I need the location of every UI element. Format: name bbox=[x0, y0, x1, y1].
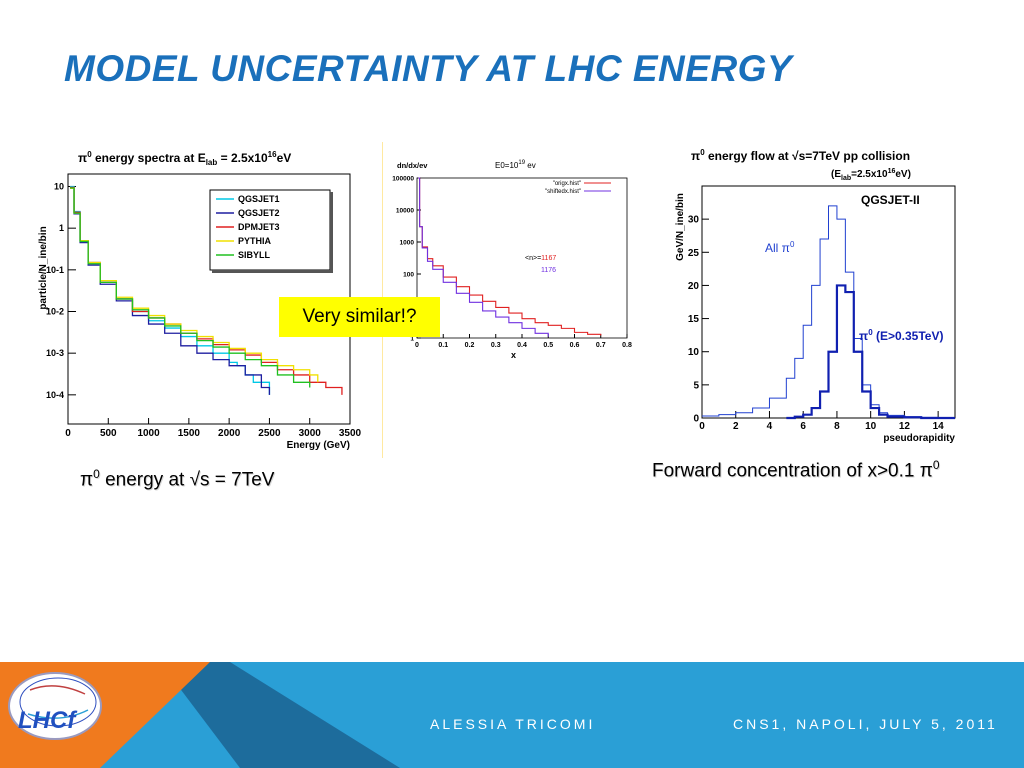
chart1-legend-label: PYTHIA bbox=[238, 236, 272, 246]
chart2-xtick-label: 0 bbox=[415, 342, 419, 349]
chart1-legend bbox=[209, 189, 331, 271]
chart1-title: π0 energy spectra at Elab = 2.5x1016eV bbox=[78, 150, 291, 167]
chart3-xtick-label: 4 bbox=[767, 421, 773, 432]
chart1-ytick-label: 10 bbox=[54, 182, 64, 192]
chart2-annotation: <n>=1167 bbox=[525, 255, 556, 262]
chart2-series-1 bbox=[418, 177, 549, 337]
footer-dark-stripe bbox=[160, 662, 400, 768]
chart3-ytick-label: 10 bbox=[688, 347, 700, 358]
lhcf-logo: LHCf bbox=[8, 672, 102, 740]
chart2-ytick-label: 1000 bbox=[400, 240, 415, 247]
chart1-xtick-label: 2500 bbox=[258, 428, 281, 439]
energy-flow-chart: π0 energy flow at √s=7TeV pp collision (… bbox=[665, 142, 965, 447]
chart3-xtick-label: 8 bbox=[834, 421, 840, 432]
chart1-ytick-label: 10-2 bbox=[46, 307, 64, 317]
footer-author: ALESSIA TRICOMI bbox=[430, 716, 596, 732]
chart1-legend-label: DPMJET3 bbox=[238, 222, 280, 232]
lhcf-logo-text: LHCf bbox=[18, 707, 77, 734]
chart3-ytick-label: 5 bbox=[693, 380, 699, 391]
chart3-xtick-label: 2 bbox=[733, 421, 739, 432]
chart1-xtick-label: 0 bbox=[65, 428, 71, 439]
chart3-xtick-label: 14 bbox=[933, 421, 945, 432]
chart3-xlabel: pseudorapidity bbox=[883, 433, 955, 444]
chart3-ytick-label: 15 bbox=[688, 314, 700, 325]
chart2-xtick-label: 0.1 bbox=[438, 342, 448, 349]
chart1-legend-label: QGSJET2 bbox=[238, 208, 280, 218]
chart1-xlabel: Energy (GeV) bbox=[287, 440, 350, 451]
chart2-xtick-label: 0.2 bbox=[465, 342, 475, 349]
chart3-xtick-label: 10 bbox=[865, 421, 877, 432]
chart1-xtick-label: 1000 bbox=[137, 428, 160, 439]
chart2-xtick-label: 0.3 bbox=[491, 342, 501, 349]
chart1-xtick-label: 3000 bbox=[299, 428, 322, 439]
chart2-ytick-label: 10000 bbox=[396, 208, 414, 215]
chart2-ytick-label: 100000 bbox=[392, 176, 414, 183]
chart3-ytick-label: 30 bbox=[688, 215, 700, 226]
chart1-ytick-label: 10-1 bbox=[46, 265, 64, 275]
similarity-callout: Very similar!? bbox=[279, 297, 440, 337]
chart3-xtick-label: 12 bbox=[899, 421, 911, 432]
chart2-xtick-label: 0.7 bbox=[596, 342, 606, 349]
chart3-title: π0 energy flow at √s=7TeV pp collision bbox=[691, 148, 910, 163]
chart1-ytick-label: 1 bbox=[59, 223, 64, 233]
chart3-series-0 bbox=[702, 205, 955, 419]
chart2-xtick-label: 0.5 bbox=[543, 342, 553, 349]
chart1-legend-label: QGSJET1 bbox=[238, 194, 280, 204]
chart1-xtick-label: 3500 bbox=[339, 428, 362, 439]
chart2-legend-label: "origx.hist" bbox=[553, 181, 581, 187]
chart2-xtick-label: 0.8 bbox=[622, 342, 632, 349]
chart3-xtick-label: 0 bbox=[699, 421, 705, 432]
slide-title: MODEL UNCERTAINTY AT LHC ENERGY bbox=[64, 48, 793, 89]
chart2-xtick-label: 0.4 bbox=[517, 342, 527, 349]
chart3-subtitle: (Elab=2.5x1016eV) bbox=[831, 168, 911, 182]
chart1-series-sibyll bbox=[70, 187, 311, 388]
caption-left: π0 energy at √s = 7TeV bbox=[80, 467, 275, 491]
chart2-annotation-2: 1176 bbox=[541, 267, 556, 274]
chart3-xtick-label: 6 bbox=[800, 421, 806, 432]
chart2-xlabel: x bbox=[511, 350, 516, 360]
chart3-series-1 bbox=[786, 284, 955, 420]
chart1-legend-label: SIBYLL bbox=[238, 250, 271, 260]
chart3-model-label: QGSJET-II bbox=[861, 193, 920, 207]
chart2-legend-label: "shiftedx.hist" bbox=[545, 189, 581, 195]
chart1-ylabel: particle/N_ine/bin bbox=[38, 226, 49, 309]
chart1-ytick-label: 10-4 bbox=[46, 390, 64, 400]
chart2-ylabel: dn/dx/ev bbox=[397, 161, 428, 170]
chart1-xtick-label: 2000 bbox=[218, 428, 241, 439]
chart3-ytick-label: 20 bbox=[688, 281, 700, 292]
chart1-ytick-label: 10-3 bbox=[46, 348, 64, 358]
chart2-title: E0=1019 ev bbox=[495, 160, 536, 170]
chart1-xtick-label: 500 bbox=[100, 428, 117, 439]
chart3-ytick-label: 25 bbox=[688, 248, 700, 259]
chart3-ylabel: GeV/N_ine/bin bbox=[675, 193, 686, 261]
chart1-xtick-label: 1500 bbox=[178, 428, 201, 439]
chart3-series-label-all: All π0 bbox=[765, 240, 795, 255]
chart2-ytick-label: 100 bbox=[403, 272, 414, 279]
chart2-ytick-label: 1 bbox=[410, 336, 414, 343]
chart3-ytick-label: 0 bbox=[693, 414, 699, 425]
footer-event: CNS1, NAPOLI, JULY 5, 2011 bbox=[733, 716, 998, 732]
caption-right: Forward concentration of x>0.1 π0 bbox=[652, 458, 940, 482]
chart2-xtick-label: 0.6 bbox=[570, 342, 580, 349]
chart3-series-label-high: π0 (E>0.35TeV) bbox=[859, 328, 943, 343]
chart2-frame bbox=[416, 177, 628, 339]
footer-bar: LHCf bbox=[0, 662, 1024, 768]
